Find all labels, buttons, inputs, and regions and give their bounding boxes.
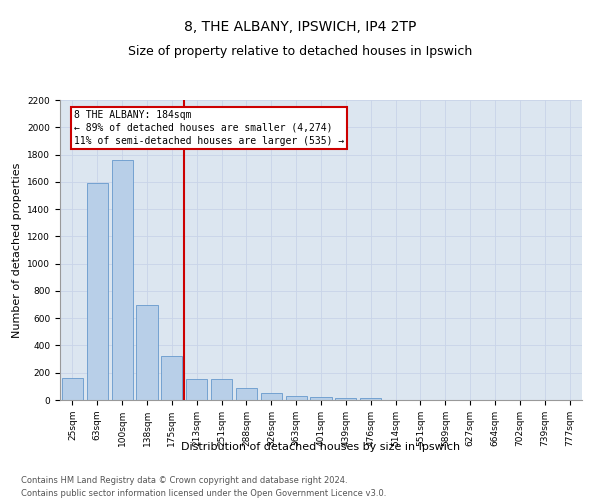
Bar: [236, 388, 257, 400]
Bar: [161, 356, 182, 400]
Bar: [335, 398, 356, 400]
Text: 8 THE ALBANY: 184sqm
← 89% of detached houses are smaller (4,274)
11% of semi-de: 8 THE ALBANY: 184sqm ← 89% of detached h…: [74, 110, 344, 146]
Text: Contains HM Land Registry data © Crown copyright and database right 2024.
Contai: Contains HM Land Registry data © Crown c…: [21, 476, 386, 498]
Bar: [87, 183, 108, 400]
Bar: [310, 397, 332, 400]
Bar: [112, 160, 133, 400]
Bar: [186, 379, 207, 400]
Bar: [211, 379, 232, 400]
Text: Size of property relative to detached houses in Ipswich: Size of property relative to detached ho…: [128, 45, 472, 58]
Bar: [62, 378, 83, 400]
Bar: [286, 396, 307, 400]
Bar: [360, 398, 381, 400]
Text: 8, THE ALBANY, IPSWICH, IP4 2TP: 8, THE ALBANY, IPSWICH, IP4 2TP: [184, 20, 416, 34]
Y-axis label: Number of detached properties: Number of detached properties: [12, 162, 22, 338]
Text: Distribution of detached houses by size in Ipswich: Distribution of detached houses by size …: [181, 442, 461, 452]
Bar: [136, 304, 158, 400]
Bar: [261, 393, 282, 400]
